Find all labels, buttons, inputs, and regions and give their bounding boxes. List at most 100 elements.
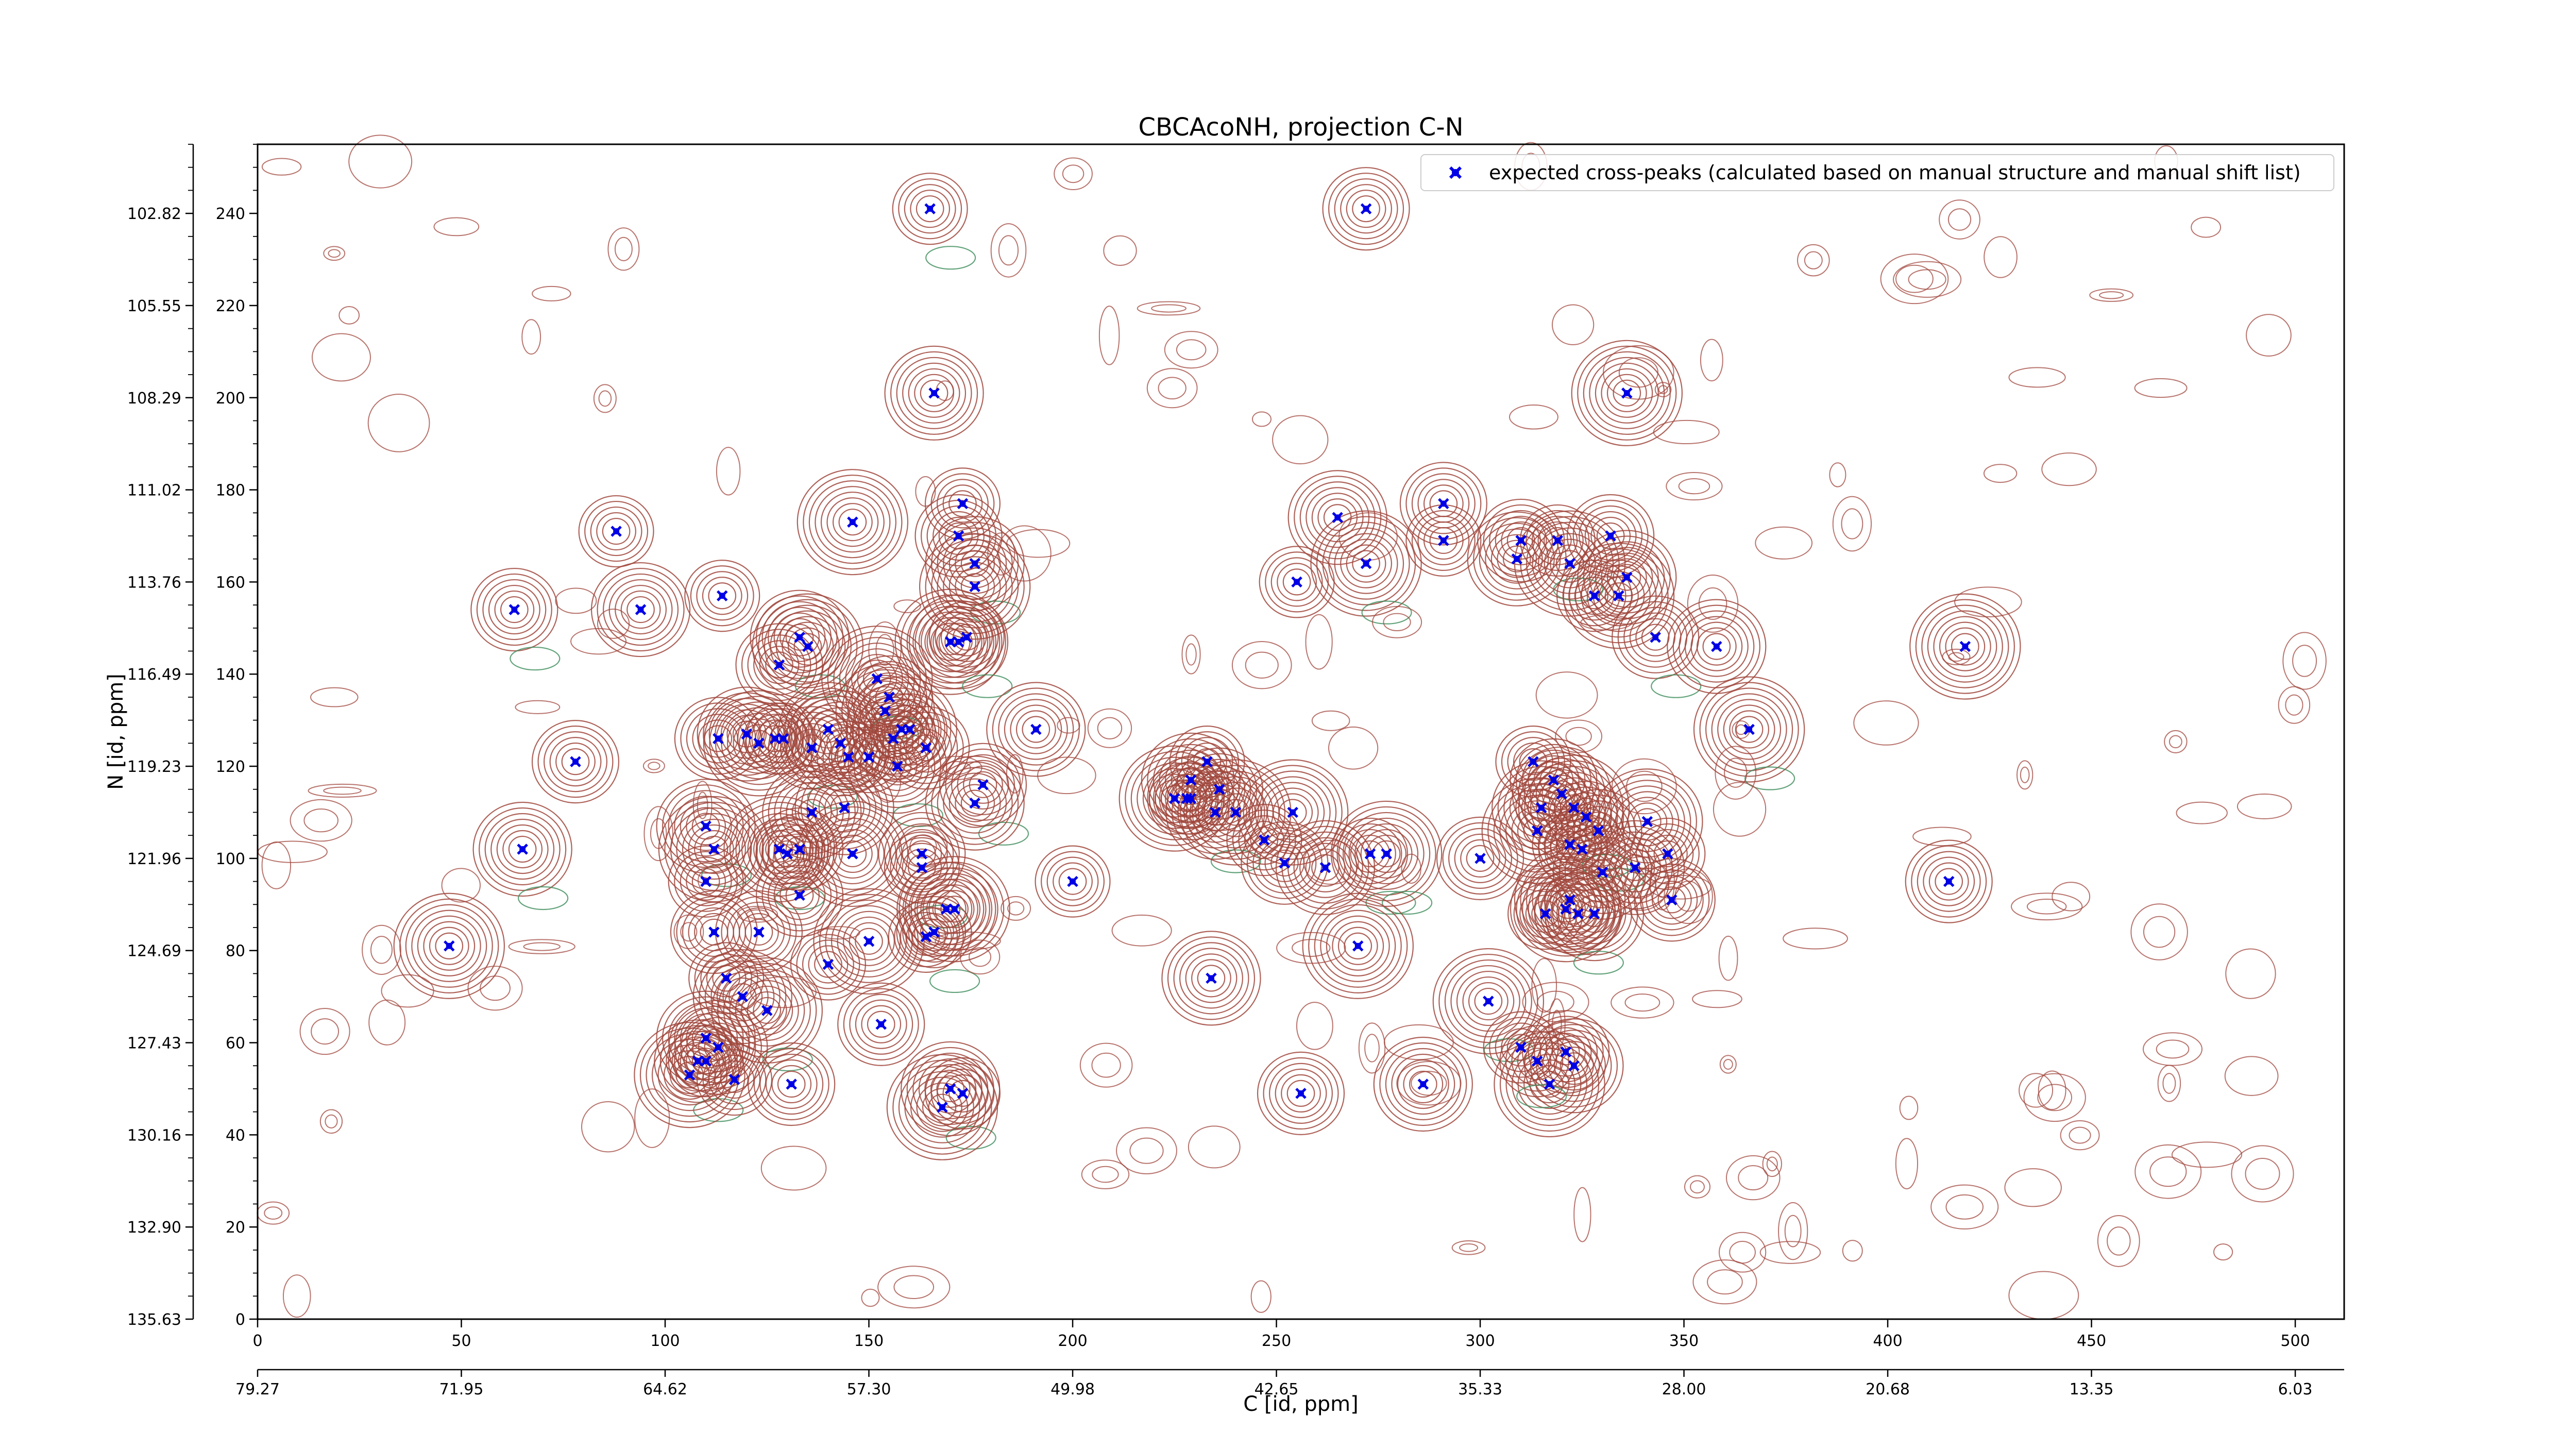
noise-contour [1311,710,1350,731]
y-ppm-tick-label: 111.02 [127,482,181,500]
noise-contour [325,1114,338,1128]
noise-contour [1715,746,1757,800]
contour-ring [1340,184,1393,234]
noise-contour [1893,261,1962,298]
noise-contour [257,1201,290,1225]
contour-ring [684,560,760,632]
peak-marker [888,733,899,745]
peak-marker [1291,576,1302,588]
peak-marker [822,958,834,970]
y-ppm-tick-label: 124.69 [127,942,181,961]
contour-ring [917,873,993,946]
noise-contour [1618,357,1658,388]
contour-ring [603,573,679,646]
peak-marker [700,1032,711,1044]
noise-contour [1516,867,1579,892]
contour-ring [1606,374,1647,412]
contour-ring [1191,959,1231,998]
noise-contour [441,868,481,903]
contour-ring [843,916,895,966]
contour-ring [1169,726,1245,798]
contour-ring [1621,797,1673,847]
x-tick-label: 100 [650,1332,680,1350]
noise-contour [1522,982,1589,1022]
chart-title: CBCAcoNH, projection C-N [1138,113,1463,142]
contour-ring [1690,621,1743,671]
contour-ring [1222,799,1250,826]
noise-contour [1655,866,1670,898]
contour-ring [922,879,987,940]
contour-ring [820,492,885,553]
contour-ring [1058,868,1087,895]
contour-ring [837,727,901,788]
noise-contour [1383,613,1411,632]
noise-contour [1001,896,1031,921]
contour-ring [1185,953,1238,1003]
negative-contour [1516,1084,1567,1108]
contour-ring [1945,627,1986,666]
noise-contour [1037,756,1096,795]
noise-contour [1146,368,1198,409]
contour-ring [708,1054,760,1105]
contour-ring [960,789,989,817]
peak-marker [847,516,858,528]
noise-contour [1087,708,1132,748]
noise-contour [261,158,302,176]
noise-contour [1555,719,1603,753]
contour-ring [793,633,822,660]
contour-ring [1520,852,1620,948]
contour-ring [1258,838,1311,888]
peak-marker [1568,802,1580,814]
contour-layer [257,134,2327,1320]
peak-marker [1568,1060,1580,1072]
noise-contour [1396,1061,1462,1106]
contour-ring [920,605,997,678]
contour-ring [1519,889,1572,939]
legend-label: expected cross-peaks (calculated based o… [1489,161,2301,184]
peak-marker [700,1055,711,1067]
noise-contour [643,806,673,862]
noise-contour [2236,793,2292,819]
noise-contour [1738,1165,1769,1191]
noise-contour [2149,1156,2187,1187]
peak-marker [806,742,818,754]
peak-marker [1332,512,1343,524]
contour-ring [884,817,960,890]
noise-contour [1062,164,1084,183]
contour-ring [1699,682,1799,777]
contour-ring [748,1042,836,1126]
noise-contour [2231,1145,2294,1203]
contour-ring [753,1048,829,1121]
noise-contour [2285,694,2303,716]
contour-ring [1344,932,1372,959]
contour-ring [1927,610,2003,683]
negative-contour [925,246,976,270]
contour-ring [700,835,728,863]
y-tick-label: 40 [226,1126,245,1144]
peak-marker [1662,848,1673,860]
noise-contour [310,687,359,707]
noise-contour [1832,496,1872,552]
peak-marker [847,848,858,860]
contour-ring [937,1068,989,1118]
noise-contour [261,841,292,889]
noise-contour [1151,304,1187,313]
y-tick-label: 0 [235,1311,245,1329]
peak-marker [863,751,875,763]
contour-ring [476,573,552,646]
contour-ring [1450,965,1527,1038]
contour-ring [1460,839,1500,878]
noise-contour [987,532,1015,576]
peak-marker [920,931,932,942]
contour-ring [904,1071,980,1143]
noise-contour [868,621,902,679]
contour-ring [1257,1051,1345,1135]
contour-ring [531,720,620,804]
peak-marker [1201,756,1213,767]
contour-ring [686,807,726,846]
contour-ring [1591,768,1703,875]
noise-contour [2016,760,2033,790]
noise-contour [2224,1056,2279,1096]
contour-ring [1141,732,1241,828]
contour-ring [696,571,749,621]
